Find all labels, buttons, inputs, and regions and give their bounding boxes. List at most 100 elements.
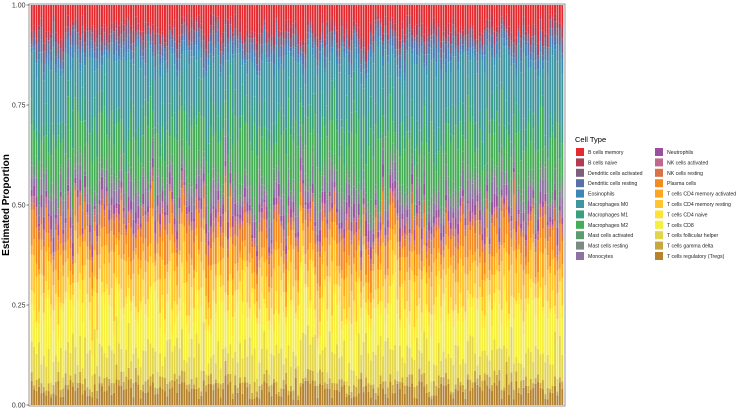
bar-segment <box>304 190 307 202</box>
bar-segment <box>529 250 532 280</box>
bar-segment <box>512 42 515 54</box>
bar-segment <box>79 371 82 383</box>
bar-segment <box>214 33 217 45</box>
bar-segment <box>52 384 55 394</box>
bar-segment <box>372 249 375 265</box>
sample-bar <box>110 5 113 405</box>
bar-segment <box>74 19 77 25</box>
bar-segment <box>251 247 254 259</box>
bar-segment <box>62 200 65 211</box>
bar-segment <box>537 381 540 405</box>
bar-segment <box>260 44 263 54</box>
bar-segment <box>321 297 324 312</box>
sample-bar <box>411 5 414 405</box>
bar-segment <box>537 281 540 299</box>
bar-segment <box>127 379 130 405</box>
bar-segment <box>275 121 278 143</box>
bar-segment <box>306 325 309 369</box>
bar-segment <box>275 221 278 242</box>
bar-segment <box>202 229 205 271</box>
bar-segment <box>522 5 525 17</box>
bar-segment <box>210 373 212 385</box>
bar-segment <box>374 208 377 218</box>
bar-segment <box>91 161 94 206</box>
bar-segment <box>149 376 152 386</box>
bar-segment <box>331 222 334 238</box>
bar-segment <box>263 29 266 44</box>
bar-segment <box>156 300 159 372</box>
bar-segment <box>42 293 45 313</box>
bar-segment <box>396 299 399 315</box>
bar-segment <box>30 380 33 405</box>
bar-segment <box>367 53 370 61</box>
bar-segment <box>452 24 455 37</box>
bar-segment <box>202 181 205 186</box>
bar-segment <box>127 288 130 297</box>
bar-segment <box>486 191 489 200</box>
bar-segment <box>197 50 200 78</box>
bar-segment <box>377 345 380 388</box>
bar-segment <box>357 68 360 92</box>
bar-segment <box>47 289 50 299</box>
bar-segment <box>478 5 481 33</box>
bar-segment <box>302 255 305 333</box>
bar-segment <box>188 187 191 194</box>
bar-segment <box>447 313 450 322</box>
bar-segment <box>122 260 125 308</box>
sample-bar <box>270 5 273 405</box>
bar-segment <box>544 167 547 179</box>
bar-segment <box>345 174 348 183</box>
bar-segment <box>243 187 246 198</box>
bar-segment <box>265 184 268 192</box>
bar-segment <box>425 5 428 28</box>
bar-segment <box>236 53 239 119</box>
bar-segment <box>372 34 375 42</box>
bar-segment <box>508 181 510 184</box>
bar-segment <box>173 20 176 27</box>
bar-segment <box>151 128 154 138</box>
bar-segment <box>30 99 33 126</box>
bar-segment <box>108 305 111 346</box>
bar-segment <box>54 149 57 180</box>
bar-segment <box>256 396 258 405</box>
bar-segment <box>447 249 450 269</box>
bar-segment <box>369 31 372 37</box>
bar-segment <box>413 250 416 276</box>
bar-segment <box>122 42 125 46</box>
bar-segment <box>234 216 237 222</box>
bar-segment <box>217 143 220 169</box>
bar-segment <box>86 204 89 213</box>
sample-bar <box>425 5 428 405</box>
bar-segment <box>219 287 222 302</box>
bar-segment <box>84 390 86 405</box>
bar-segment <box>207 173 210 219</box>
bar-segment <box>205 205 208 224</box>
bar-segment <box>464 194 467 205</box>
bar-segment <box>154 57 157 68</box>
bar-segment <box>449 309 452 358</box>
bar-segment <box>534 229 537 234</box>
bar-segment <box>156 123 159 134</box>
bar-segment <box>40 5 43 19</box>
bar-segment <box>524 147 527 206</box>
bar-segment <box>549 392 552 405</box>
bar-segment <box>176 392 179 405</box>
bar-segment <box>331 333 334 352</box>
bar-segment <box>365 249 368 276</box>
bar-segment <box>532 24 535 37</box>
bar-segment <box>62 210 65 230</box>
bar-segment <box>527 25 530 35</box>
bar-segment <box>113 214 116 222</box>
bar-segment <box>432 247 435 263</box>
bar-segment <box>546 179 549 194</box>
bar-segment <box>403 149 406 193</box>
bar-segment <box>289 230 292 245</box>
bar-segment <box>336 64 338 120</box>
bar-segment <box>350 65 353 79</box>
bar-segment <box>69 375 72 381</box>
bar-segment <box>539 387 542 405</box>
bar-segment <box>115 5 118 21</box>
bar-segment <box>457 281 460 314</box>
bar-segment <box>500 389 503 399</box>
sample-bar <box>377 5 380 405</box>
